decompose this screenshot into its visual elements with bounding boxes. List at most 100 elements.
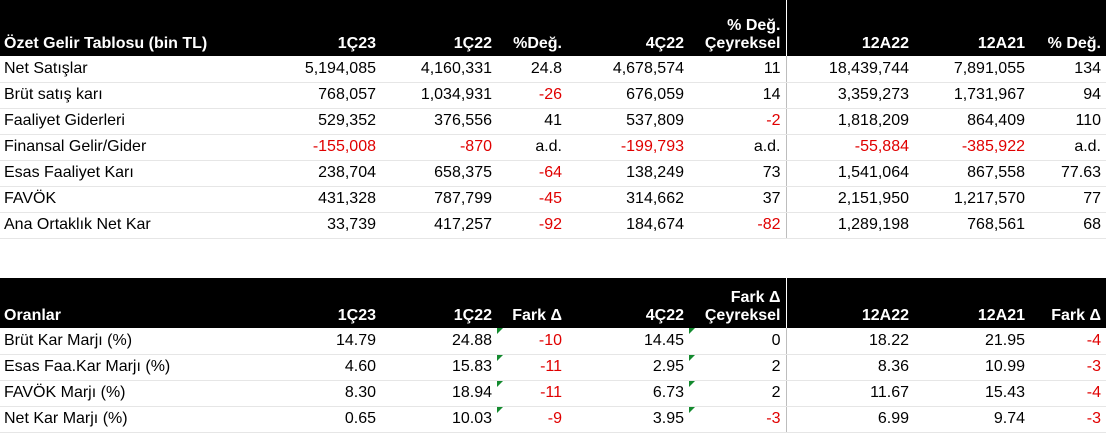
cell-col-4: 4,678,574 [567, 56, 689, 83]
cell-col-7: -385,922 [914, 134, 1030, 161]
cell-col-1: 8.30 [268, 380, 381, 407]
cell-col-1: -155,008 [268, 134, 381, 161]
row-label: Esas Faa.Kar Marjı (%) [0, 354, 268, 381]
col-header-quarterly-change-bottom: Çeyreksel [704, 35, 781, 52]
cell-col-7: 10.99 [914, 354, 1030, 381]
row-label: Esas Faaliyet Karı [0, 160, 268, 187]
cell-col-2: 658,375 [381, 160, 497, 187]
cell-col-8: -3 [1030, 354, 1106, 381]
row-label: Ana Ortaklık Net Kar [0, 212, 268, 239]
ratios-table: Oranlar 1Ç23 1Ç22 Fark Δ 4Ç22 Fark Δ Çeyr… [0, 278, 1106, 433]
cell-col-6: 1,818,209 [786, 108, 914, 135]
cell-col-2: 376,556 [381, 108, 497, 135]
cell-col-2: 10.03 [381, 406, 497, 433]
cell-col-6: 6.99 [786, 406, 914, 433]
ratios-header-row: Oranlar 1Ç23 1Ç22 Fark Δ 4Ç22 Fark Δ Çeyr… [0, 278, 1106, 328]
cell-col-6: 8.36 [786, 354, 914, 381]
cell-col-6: 1,541,064 [786, 160, 914, 187]
cell-col-8: -4 [1030, 328, 1106, 355]
income-statement-table: Özet Gelir Tablosu (bin TL) 1Ç23 1Ç22 %D… [0, 0, 1106, 239]
cell-col-6: -55,884 [786, 134, 914, 161]
cell-col-1: 5,194,085 [268, 56, 381, 83]
cell-col-2: 417,257 [381, 212, 497, 239]
cell-col-3: 41 [497, 108, 567, 135]
ratio-row: Net Kar Marjı (%) 0.65 10.03 -9 3.95 -3 6.99 9.… [0, 406, 1106, 433]
col-header-quarterly-diff: Fark Δ Çeyreksel [689, 278, 787, 328]
cell-col-3: a.d. [497, 134, 567, 161]
cell-col-7: 7,891,055 [914, 56, 1030, 83]
cell-col-1: 14.79 [268, 328, 381, 355]
col-header-1c22: 1Ç22 [381, 278, 497, 328]
cell-col-8: 77.63 [1030, 160, 1106, 187]
ratios-table-title: Oranlar [0, 278, 268, 328]
cell-col-5: -82 [689, 212, 787, 239]
cell-col-3: -45 [497, 186, 567, 213]
cell-col-4: -199,793 [567, 134, 689, 161]
col-header-yoy-diff: Fark Δ [497, 278, 567, 328]
cell-col-3: -92 [497, 212, 567, 239]
cell-col-8: 77 [1030, 186, 1106, 213]
income-row: Brüt satış karı 768,057 1,034,931 -26 676,05… [0, 82, 1106, 109]
col-header-12a21: 12A21 [914, 278, 1030, 328]
cell-col-3: -11 [497, 380, 567, 407]
income-row: Finansal Gelir/Gider -155,008 -870 a.d. -199… [0, 134, 1106, 161]
cell-col-8: 94 [1030, 82, 1106, 109]
cell-col-7: 864,409 [914, 108, 1030, 135]
income-row: Ana Ortaklık Net Kar 33,739 417,257 -92 184,… [0, 212, 1106, 239]
income-table-title: Özet Gelir Tablosu (bin TL) [0, 0, 268, 56]
cell-col-7: 15.43 [914, 380, 1030, 407]
cell-col-5: 11 [689, 56, 787, 83]
income-row: Esas Faaliyet Karı 238,704 658,375 -64 138,2… [0, 160, 1106, 187]
cell-col-5: -2 [689, 108, 787, 135]
cell-col-5: 0 [689, 328, 787, 355]
cell-col-7: 21.95 [914, 328, 1030, 355]
income-row: Faaliyet Giderleri 529,352 376,556 41 537,80… [0, 108, 1106, 135]
cell-col-8: -3 [1030, 406, 1106, 433]
cell-col-4: 676,059 [567, 82, 689, 109]
ratio-row: Esas Faa.Kar Marjı (%) 4.60 15.83 -11 2.95 2 8… [0, 354, 1106, 381]
cell-col-4: 314,662 [567, 186, 689, 213]
col-header-12a22: 12A22 [786, 278, 914, 328]
row-label: Faaliyet Giderleri [0, 108, 268, 135]
col-header-12a21: 12A21 [914, 0, 1030, 56]
cell-col-6: 18.22 [786, 328, 914, 355]
cell-col-1: 529,352 [268, 108, 381, 135]
col-header-1c23: 1Ç23 [268, 278, 381, 328]
cell-col-6: 2,151,950 [786, 186, 914, 213]
col-header-quarterly-change-top: % Değ. [727, 17, 781, 34]
cell-col-5: 2 [689, 354, 787, 381]
cell-col-3: -64 [497, 160, 567, 187]
row-label: Brüt Kar Marjı (%) [0, 328, 268, 355]
cell-col-2: 4,160,331 [381, 56, 497, 83]
cell-col-7: 9.74 [914, 406, 1030, 433]
cell-col-8: 110 [1030, 108, 1106, 135]
cell-col-3: 24.8 [497, 56, 567, 83]
col-header-annual-change: % Değ. [1030, 0, 1106, 56]
col-header-quarterly-change: % Değ. Çeyreksel [689, 0, 787, 56]
cell-col-5: 14 [689, 82, 787, 109]
row-label: Net Satışlar [0, 56, 268, 83]
ratio-row: Brüt Kar Marjı (%) 14.79 24.88 -10 14.45 0 18.… [0, 328, 1106, 355]
cell-col-3: -26 [497, 82, 567, 109]
cell-col-3: -11 [497, 354, 567, 381]
cell-col-6: 1,289,198 [786, 212, 914, 239]
cell-col-3: -9 [497, 406, 567, 433]
income-header-row: Özet Gelir Tablosu (bin TL) 1Ç23 1Ç22 %D… [0, 0, 1106, 56]
cell-col-6: 18,439,744 [786, 56, 914, 83]
cell-col-4: 14.45 [567, 328, 689, 355]
col-header-quarterly-diff-top: Fark Δ [730, 289, 781, 306]
cell-col-7: 768,561 [914, 212, 1030, 239]
cell-col-1: 238,704 [268, 160, 381, 187]
col-header-1c23: 1Ç23 [268, 0, 381, 56]
cell-col-2: -870 [381, 134, 497, 161]
cell-col-1: 768,057 [268, 82, 381, 109]
col-header-yoy-change: %Değ. [497, 0, 567, 56]
cell-col-4: 2.95 [567, 354, 689, 381]
col-header-annual-diff: Fark Δ [1030, 278, 1106, 328]
row-label: FAVÖK Marjı (%) [0, 380, 268, 407]
cell-col-2: 15.83 [381, 354, 497, 381]
cell-col-7: 867,558 [914, 160, 1030, 187]
income-row: Net Satışlar 5,194,085 4,160,331 24.8 4,678,… [0, 56, 1106, 83]
row-label: Finansal Gelir/Gider [0, 134, 268, 161]
cell-col-6: 3,359,273 [786, 82, 914, 109]
